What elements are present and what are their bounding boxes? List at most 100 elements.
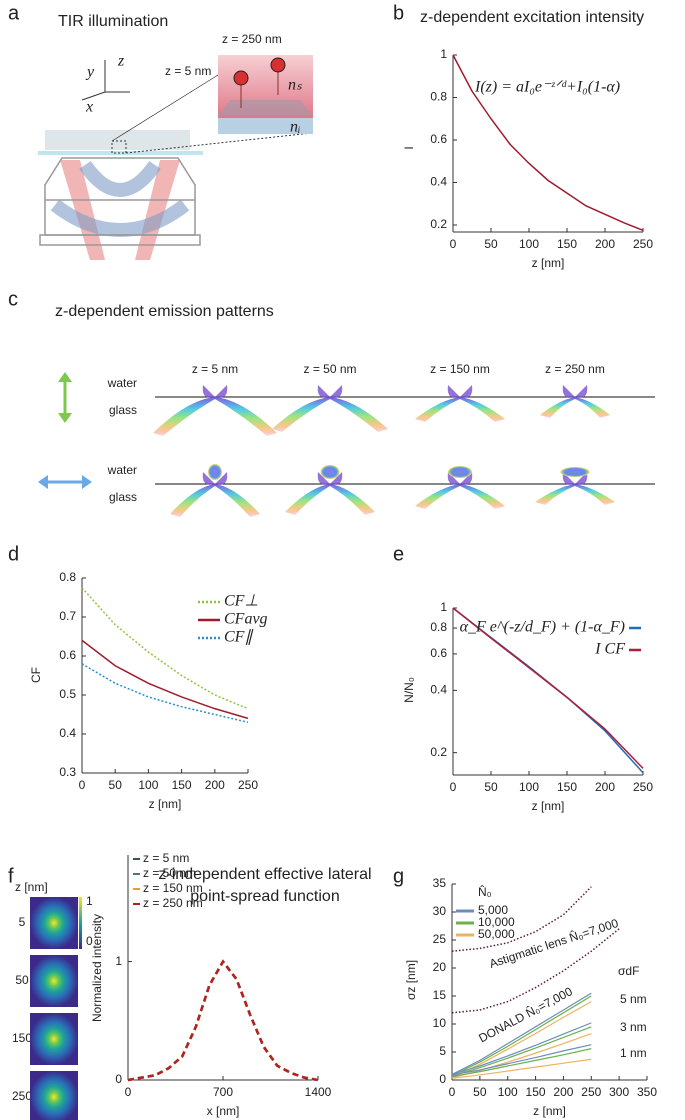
line bbox=[127, 959, 319, 1082]
panel-label: d bbox=[8, 543, 19, 565]
emission-lobe bbox=[415, 397, 460, 422]
coverslip bbox=[45, 130, 190, 150]
emission-lobe bbox=[575, 484, 615, 505]
legend-label: CF⊥ bbox=[224, 593, 258, 610]
line bbox=[451, 995, 592, 1077]
zoom-line bbox=[125, 132, 313, 154]
panel-label: f bbox=[8, 865, 14, 887]
panel-title: z-dependent excitation intensity bbox=[420, 9, 644, 26]
depth-label: z = 50 nm bbox=[303, 362, 356, 376]
emission-lobe bbox=[215, 397, 277, 436]
emission-bowtie bbox=[447, 385, 473, 398]
axis-label: z [nm] bbox=[15, 880, 48, 894]
x-tick-label: 150 bbox=[557, 780, 577, 794]
y-tick-label: 0.4 bbox=[59, 726, 76, 740]
emission-lobe bbox=[535, 484, 575, 505]
emission-bowtie bbox=[317, 385, 343, 398]
emission-bowtie bbox=[562, 385, 588, 398]
x-tick-label: 150 bbox=[172, 778, 192, 792]
legend-label: 50,000 bbox=[478, 927, 515, 941]
legend-label: z = 50 nm bbox=[143, 866, 196, 880]
emission-lobe bbox=[170, 484, 215, 517]
x-tick-label: 1400 bbox=[305, 1085, 332, 1099]
glass-layer bbox=[38, 151, 203, 155]
x-tick-label: 50 bbox=[484, 780, 498, 794]
y-tick-label: 0 bbox=[439, 1072, 446, 1086]
surface bbox=[218, 100, 312, 115]
psf-image bbox=[30, 955, 78, 1007]
y-axis-label: CF bbox=[29, 667, 43, 683]
lens bbox=[50, 199, 190, 237]
x-tick-label: 200 bbox=[553, 1085, 573, 1099]
x-tick-label: 200 bbox=[595, 237, 615, 251]
y-tick-label: 1 bbox=[440, 47, 447, 61]
x-tick-label: 0 bbox=[450, 237, 457, 251]
x-tick-label: 250 bbox=[633, 780, 653, 794]
x-axis-label: z [nm] bbox=[532, 799, 565, 813]
objective bbox=[39, 234, 201, 246]
y-axis-label: Normalized intensity bbox=[90, 914, 104, 1022]
reference-curve bbox=[451, 886, 592, 952]
y-axis-label: I bbox=[402, 146, 416, 149]
psf-image bbox=[30, 897, 78, 949]
inset-glass bbox=[218, 118, 313, 134]
y-tick-label: 5 bbox=[439, 1044, 446, 1058]
depth-label: z = 250 nm bbox=[545, 362, 605, 376]
zoom-line bbox=[111, 74, 219, 142]
panel-label: g bbox=[393, 865, 404, 887]
emission-lobe bbox=[285, 484, 330, 515]
medium-label: glass bbox=[109, 403, 137, 417]
x-tick-label: 250 bbox=[238, 778, 258, 792]
legend-label: z = 250 nm bbox=[143, 896, 203, 910]
legend-label: CF∥ bbox=[224, 629, 253, 646]
axis-arrow bbox=[81, 91, 106, 101]
x-tick-label: 0 bbox=[449, 1085, 456, 1099]
panel-label: a bbox=[8, 2, 20, 24]
emission-bowtie bbox=[447, 472, 473, 485]
colorbar-tick: 1 bbox=[86, 894, 93, 908]
line bbox=[451, 1048, 592, 1078]
legend-label: 10,000 bbox=[478, 915, 515, 929]
depth-label: z = 5 nm bbox=[192, 362, 238, 376]
x-tick-label: 100 bbox=[519, 237, 539, 251]
medium-label: water bbox=[107, 376, 137, 390]
emission-lobe bbox=[460, 397, 505, 422]
axis-name: y bbox=[85, 64, 95, 81]
y-tick-label: 0.4 bbox=[430, 175, 447, 189]
line bbox=[127, 959, 319, 1082]
legend-title: N̂₀ bbox=[478, 884, 492, 899]
x-tick-label: 100 bbox=[519, 780, 539, 794]
panel-title: z-dependent emission patterns bbox=[55, 303, 274, 320]
x-tick-label: 0 bbox=[79, 778, 86, 792]
y-tick-label: 0.2 bbox=[430, 217, 447, 231]
x-axis-label: z [nm] bbox=[533, 1104, 566, 1118]
emission-lobe bbox=[415, 484, 460, 509]
emission-blob bbox=[448, 466, 472, 478]
tir-drawing bbox=[38, 55, 313, 260]
line bbox=[81, 587, 249, 710]
y-tick-label: 30 bbox=[433, 904, 447, 918]
y-tick-label: 0.2 bbox=[430, 745, 447, 759]
emission-lobe bbox=[330, 397, 388, 432]
legend-label: α_F e^(-z/d_F) + (1-α_F) bbox=[460, 619, 625, 636]
depth-label: 150 bbox=[12, 1031, 32, 1045]
medium-label: glass bbox=[109, 490, 137, 504]
x-tick-label: 200 bbox=[595, 780, 615, 794]
emission-blob bbox=[320, 465, 340, 479]
medium-label: water bbox=[107, 463, 137, 477]
medium-label: nᵢ bbox=[290, 119, 301, 136]
emission-bowtie bbox=[317, 472, 343, 485]
emission-bowtie bbox=[202, 472, 228, 485]
emission-lobe bbox=[575, 397, 610, 418]
x-tick-label: 0 bbox=[125, 1085, 132, 1099]
emission-lobe bbox=[153, 397, 215, 436]
y-tick-label: 0.6 bbox=[430, 132, 447, 146]
y-tick-label: 0.5 bbox=[59, 687, 76, 701]
x-axis-label: x [nm] bbox=[207, 1104, 240, 1118]
emission-lobe bbox=[460, 484, 505, 509]
line bbox=[451, 1044, 592, 1076]
x-tick-label: 150 bbox=[526, 1085, 546, 1099]
x-tick-label: 50 bbox=[484, 237, 498, 251]
y-tick-label: 1 bbox=[115, 954, 122, 968]
